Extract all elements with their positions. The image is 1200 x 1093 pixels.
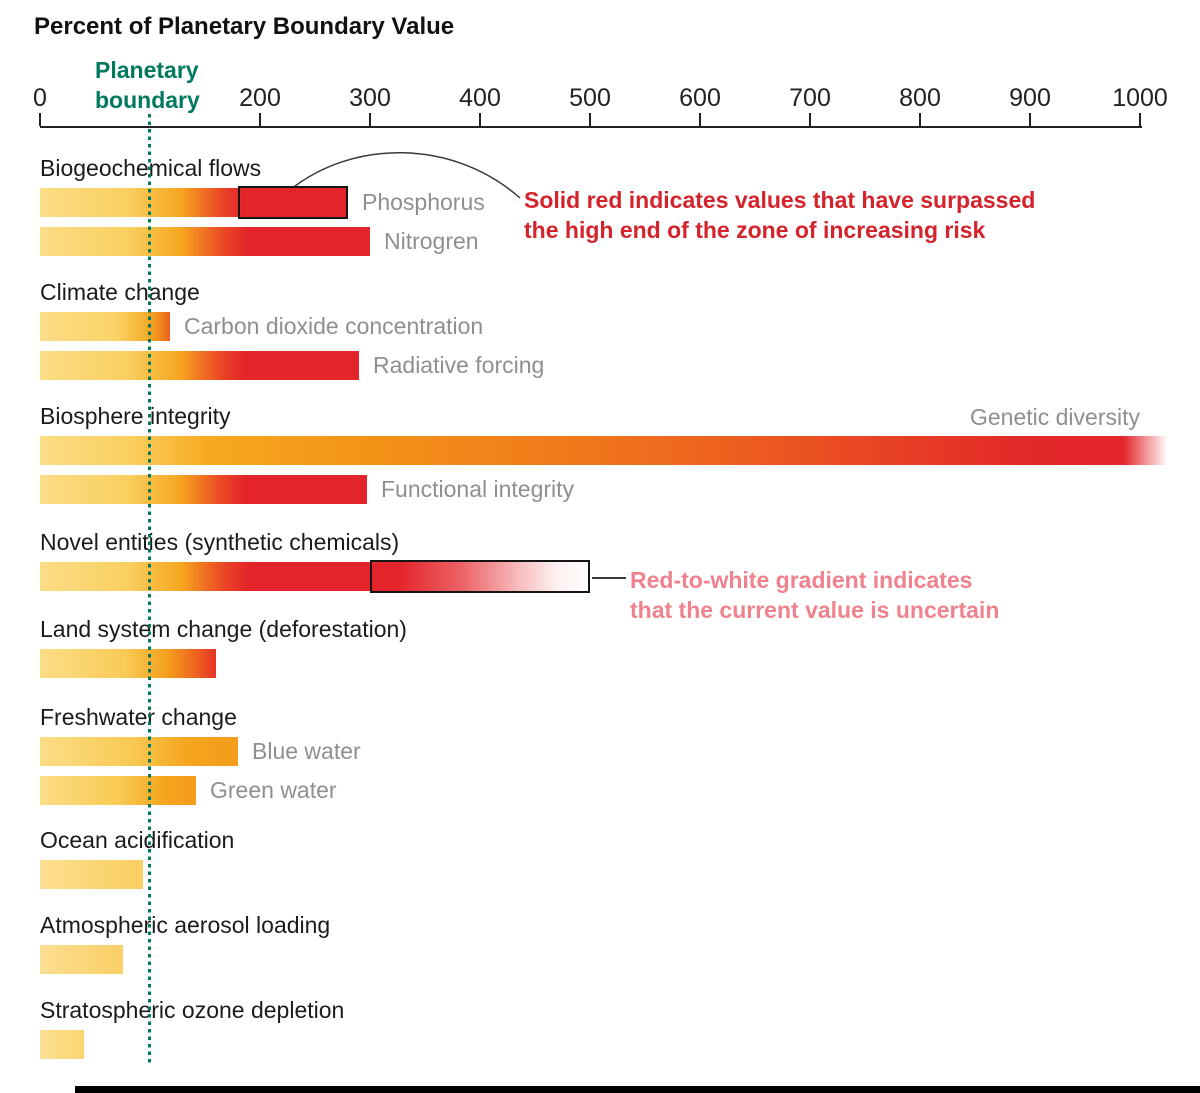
annotation-surpassed: Solid red indicates values that have sur…: [524, 185, 1035, 245]
annotation-surpassed-line1: Solid red indicates values that have sur…: [524, 187, 1036, 213]
surpassed-range-box: [238, 186, 348, 219]
group-label-atmospheric-aerosol-loading: Atmospheric aerosol loading: [40, 912, 331, 938]
bar-atmospheric-aerosol-loading: [40, 945, 123, 974]
uncertain-range-box: [370, 560, 590, 593]
axis-tick-label: 800: [899, 84, 941, 112]
axis-tick: [479, 113, 481, 126]
group-label-stratospheric-ozone-depletion: Stratospheric ozone depletion: [40, 997, 345, 1023]
bar-stratospheric-ozone-depletion: [40, 1030, 84, 1059]
axis-tick-label: 200: [239, 84, 281, 112]
annotation-surpassed-line2: the high end of the zone of increasing r…: [524, 217, 986, 243]
axis-tick: [1029, 113, 1031, 126]
group-label-ocean-acidification: Ocean acidification: [40, 827, 235, 853]
x-axis-line: [40, 126, 1142, 128]
axis-tick: [39, 113, 41, 126]
axis-tick-label: 1000: [1112, 84, 1168, 112]
planetary-boundary-label-line1: Planetary: [95, 57, 199, 83]
chart-title: Percent of Planetary Boundary Value: [34, 13, 455, 40]
axis-tick-label: 400: [459, 84, 501, 112]
annotation-uncertain-line2: that the current value is uncertain: [630, 597, 1000, 623]
bar-label-phosphorus: Phosphorus: [362, 189, 485, 215]
group-label-climate-change: Climate change: [40, 279, 200, 305]
axis-tick-label: 700: [789, 84, 831, 112]
bar-label-blue-water: Blue water: [252, 738, 361, 764]
bar-nitrogren: [40, 227, 370, 256]
bar-blue-water: [40, 737, 238, 766]
bar-land-system-change-deforestation: [40, 649, 216, 678]
axis-tick: [919, 113, 921, 126]
bar-genetic-diversity: [40, 436, 1168, 465]
group-label-freshwater-change: Freshwater change: [40, 704, 237, 730]
planetary-boundary-label-line2: boundary: [95, 87, 200, 113]
group-label-biosphere-integrity: Biosphere integrity: [40, 403, 231, 429]
annotation-leader-curve: [289, 152, 521, 199]
annotation-uncertain: Red-to-white gradient indicates that the…: [630, 565, 999, 625]
bar-label-functional-integrity: Functional integrity: [381, 476, 575, 502]
axis-tick-label: 600: [679, 84, 721, 112]
bar-green-water: [40, 776, 196, 805]
planetary-boundary-label: Planetary boundary: [95, 55, 200, 115]
axis-tick: [699, 113, 701, 126]
bar-label-nitrogren: Nitrogren: [384, 228, 479, 254]
axis-tick-label: 500: [569, 84, 611, 112]
annotation-connector-line: [592, 577, 626, 579]
bar-novel-entities-synthetic-chemicals: [40, 562, 370, 591]
bar-label-green-water: Green water: [210, 777, 337, 803]
bar-radiative-forcing: [40, 351, 359, 380]
bottom-crop-bar: [75, 1086, 1200, 1093]
axis-tick-label: 900: [1009, 84, 1051, 112]
bar-label-radiative-forcing: Radiative forcing: [373, 352, 545, 378]
planetary-boundary-dotted-line: [148, 114, 151, 1066]
axis-tick: [809, 113, 811, 126]
bar-ocean-acidification: [40, 860, 143, 889]
axis-tick: [259, 113, 261, 126]
annotation-uncertain-line1: Red-to-white gradient indicates: [630, 567, 973, 593]
axis-tick-label: 300: [349, 84, 391, 112]
bar-label-carbon-dioxide-concentration: Carbon dioxide concentration: [184, 313, 484, 339]
group-label-novel-entities-synthetic-chemicals: Novel entities (synthetic chemicals): [40, 529, 400, 555]
bar-phosphorus: [40, 188, 348, 217]
axis-tick-label: 0: [33, 84, 47, 112]
group-label-land-system-change-deforestation: Land system change (deforestation): [40, 616, 407, 642]
bar-label-genetic-diversity: Genetic diversity: [969, 404, 1140, 430]
axis-tick: [1139, 113, 1141, 126]
axis-tick: [369, 113, 371, 126]
bar-functional-integrity: [40, 475, 367, 504]
axis-tick: [589, 113, 591, 126]
